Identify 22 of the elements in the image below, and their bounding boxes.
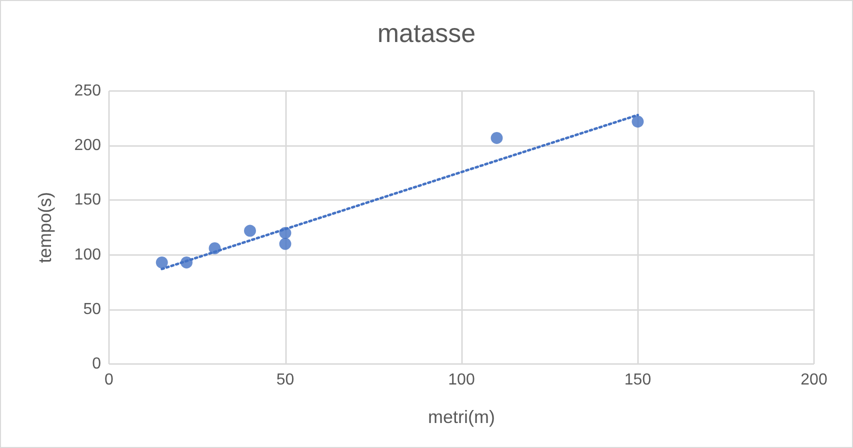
y-tick-label: 200 bbox=[74, 137, 102, 154]
point bbox=[180, 256, 193, 268]
point bbox=[632, 116, 644, 128]
y-tick-label: 250 bbox=[74, 82, 102, 100]
point bbox=[208, 242, 221, 254]
x-tick-label: 100 bbox=[448, 372, 475, 388]
point bbox=[490, 132, 503, 144]
x-tick-label: 50 bbox=[276, 372, 294, 388]
point bbox=[156, 256, 168, 268]
chart-title: matasse bbox=[377, 18, 476, 48]
x-axis-title: metri(m) bbox=[428, 407, 495, 427]
y-tick-label: 100 bbox=[74, 246, 102, 264]
point bbox=[244, 224, 256, 237]
y-tick-label: 150 bbox=[74, 192, 102, 209]
y-axis-title: tempo(s) bbox=[35, 192, 55, 264]
y-tick-label: 50 bbox=[83, 300, 102, 318]
point bbox=[279, 238, 292, 250]
x-tick-label: 0 bbox=[104, 372, 114, 388]
point bbox=[279, 226, 292, 239]
y-tick-label: 0 bbox=[92, 356, 102, 372]
x-tick-label: 200 bbox=[800, 372, 828, 388]
x-tick-label: 150 bbox=[624, 372, 652, 388]
